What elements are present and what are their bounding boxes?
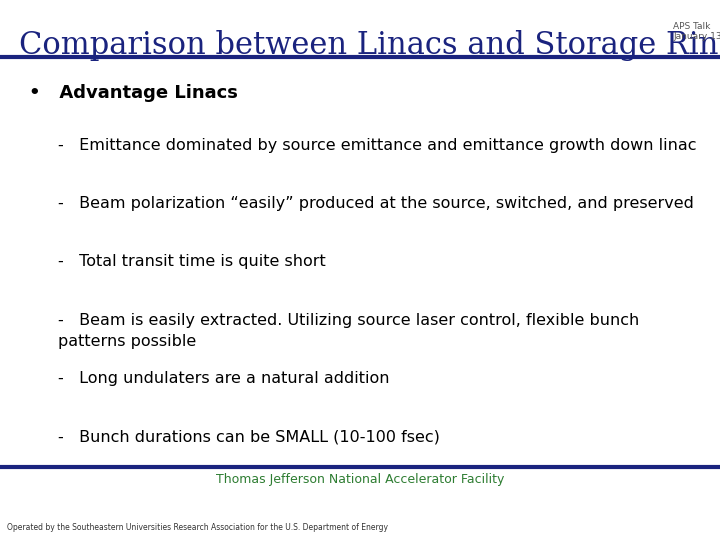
- Text: Comparison between Linacs and Storage Rings: Comparison between Linacs and Storage Ri…: [19, 30, 720, 60]
- Text: -   Beam polarization “easily” produced at the source, switched, and preserved: - Beam polarization “easily” produced at…: [58, 196, 693, 211]
- Text: Thomas Jefferson National Accelerator Facility: Thomas Jefferson National Accelerator Fa…: [216, 472, 504, 485]
- Text: •   Advantage Linacs: • Advantage Linacs: [29, 84, 238, 102]
- Text: -   Bunch durations can be SMALL (10-100 fsec): - Bunch durations can be SMALL (10-100 f…: [58, 429, 439, 444]
- Text: Operated by the Southeastern Universities Research Association for the U.S. Depa: Operated by the Southeastern Universitie…: [7, 523, 388, 532]
- Text: APS Talk: APS Talk: [673, 22, 711, 31]
- Text: -   Emittance dominated by source emittance and emittance growth down linac: - Emittance dominated by source emittanc…: [58, 138, 696, 153]
- Text: January 13, 2006: January 13, 2006: [673, 32, 720, 42]
- Text: -   Beam is easily extracted. Utilizing source laser control, flexible bunch
pat: - Beam is easily extracted. Utilizing so…: [58, 313, 639, 349]
- Text: -   Long undulaters are a natural addition: - Long undulaters are a natural addition: [58, 371, 389, 386]
- Text: -   Total transit time is quite short: - Total transit time is quite short: [58, 254, 325, 269]
